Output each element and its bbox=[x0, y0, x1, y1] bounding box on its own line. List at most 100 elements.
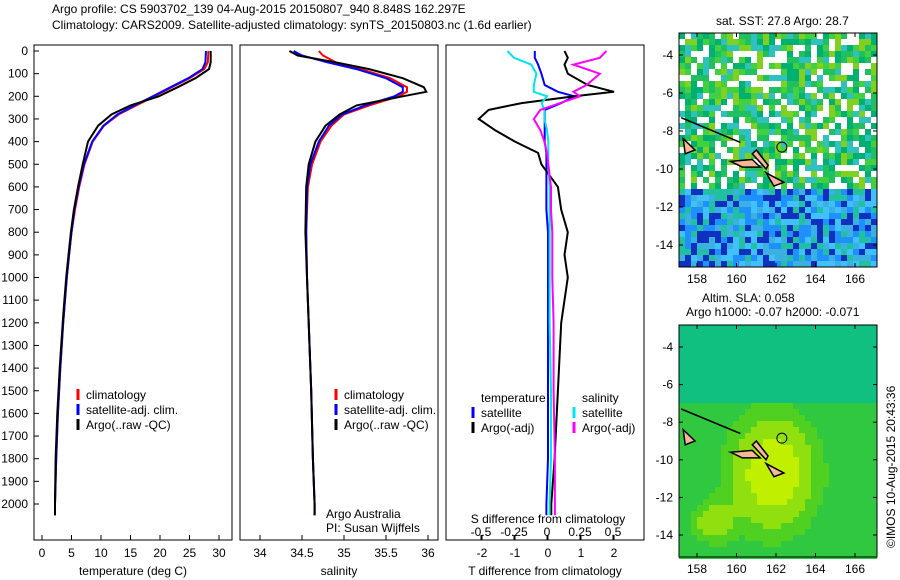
map-cell bbox=[769, 535, 775, 541]
map-cell bbox=[793, 505, 799, 511]
map-cell bbox=[799, 397, 805, 403]
map-cell bbox=[691, 457, 697, 463]
map-cell bbox=[787, 261, 793, 267]
map-cell bbox=[841, 403, 847, 409]
map-cell bbox=[871, 493, 877, 499]
map-cell bbox=[709, 75, 715, 81]
map-cell bbox=[799, 45, 805, 51]
map-cell bbox=[793, 523, 799, 529]
map-cell bbox=[697, 225, 703, 231]
map-cell bbox=[775, 361, 781, 367]
map-cell bbox=[835, 141, 841, 147]
map-cell bbox=[859, 225, 865, 231]
map-cell bbox=[793, 261, 799, 267]
map-cell bbox=[865, 231, 871, 237]
map-cell bbox=[865, 535, 871, 541]
map-cell bbox=[775, 355, 781, 361]
x-tick-label: 166 bbox=[845, 562, 865, 576]
map-cell bbox=[835, 481, 841, 487]
map-cell bbox=[865, 457, 871, 463]
map-cell bbox=[841, 243, 847, 249]
map-cell bbox=[811, 529, 817, 535]
map-cell bbox=[709, 33, 715, 39]
x-tick-label: 34.5 bbox=[290, 546, 314, 560]
map-cell bbox=[841, 499, 847, 505]
map-cell bbox=[775, 171, 781, 177]
map-cell bbox=[727, 99, 733, 105]
map-cell bbox=[787, 183, 793, 189]
map-cell bbox=[805, 535, 811, 541]
map-cell bbox=[841, 105, 847, 111]
map-cell bbox=[793, 325, 799, 331]
map-cell bbox=[757, 201, 763, 207]
map-cell bbox=[865, 403, 871, 409]
map-cell bbox=[847, 421, 853, 427]
map-cell bbox=[847, 517, 853, 523]
map-cell bbox=[847, 201, 853, 207]
map-cell bbox=[751, 123, 757, 129]
map-cell bbox=[823, 123, 829, 129]
map-cell bbox=[775, 517, 781, 523]
map-cell bbox=[799, 433, 805, 439]
map-cell bbox=[709, 231, 715, 237]
map-cell bbox=[781, 481, 787, 487]
map-cell bbox=[751, 481, 757, 487]
map-cell bbox=[697, 361, 703, 367]
map-cell bbox=[691, 225, 697, 231]
map-cell bbox=[865, 433, 871, 439]
map-cell bbox=[679, 361, 685, 367]
map-cell bbox=[691, 349, 697, 355]
map-cell bbox=[733, 93, 739, 99]
map-cell bbox=[823, 415, 829, 421]
map-cell bbox=[805, 75, 811, 81]
map-cell bbox=[775, 373, 781, 379]
map-cell bbox=[811, 261, 817, 267]
map-cell bbox=[787, 481, 793, 487]
map-cell bbox=[793, 511, 799, 517]
map-cell bbox=[703, 451, 709, 457]
map-cell bbox=[853, 517, 859, 523]
map-cell bbox=[709, 469, 715, 475]
map-cell bbox=[829, 159, 835, 165]
map-cell bbox=[847, 261, 853, 267]
map-cell bbox=[685, 153, 691, 159]
map-cell bbox=[715, 153, 721, 159]
map-cell bbox=[799, 249, 805, 255]
map-cell bbox=[799, 165, 805, 171]
map-cell bbox=[745, 361, 751, 367]
map-cell bbox=[751, 379, 757, 385]
map-cell bbox=[817, 493, 823, 499]
map-cell bbox=[691, 129, 697, 135]
series-argo-raw-qc- bbox=[288, 50, 428, 516]
map-cell bbox=[853, 81, 859, 87]
map-cell bbox=[811, 219, 817, 225]
map-cell bbox=[775, 337, 781, 343]
map-cell bbox=[685, 129, 691, 135]
map-cell bbox=[835, 337, 841, 343]
map-cell bbox=[769, 487, 775, 493]
map-cell bbox=[721, 69, 727, 75]
map-cell bbox=[793, 403, 799, 409]
map-cell bbox=[823, 463, 829, 469]
map-cell bbox=[793, 379, 799, 385]
map-cell bbox=[697, 433, 703, 439]
map-cell bbox=[727, 505, 733, 511]
map-cell bbox=[871, 249, 877, 255]
map-cell bbox=[703, 261, 709, 267]
map-cell bbox=[679, 195, 685, 201]
map-cell bbox=[841, 117, 847, 123]
legend-label: satellite bbox=[582, 406, 623, 420]
map-cell bbox=[721, 421, 727, 427]
map-cell bbox=[679, 39, 685, 45]
map-cell bbox=[757, 183, 763, 189]
map-cell bbox=[745, 487, 751, 493]
map-cell bbox=[865, 331, 871, 337]
map-cell bbox=[823, 451, 829, 457]
map-cell bbox=[787, 379, 793, 385]
map-cell bbox=[871, 51, 877, 57]
map-cell bbox=[769, 343, 775, 349]
sst-map-title: sat. SST: 27.8 Argo: 28.7 bbox=[716, 14, 849, 28]
map-cell bbox=[745, 33, 751, 39]
map-cell bbox=[787, 409, 793, 415]
map-cell bbox=[787, 81, 793, 87]
